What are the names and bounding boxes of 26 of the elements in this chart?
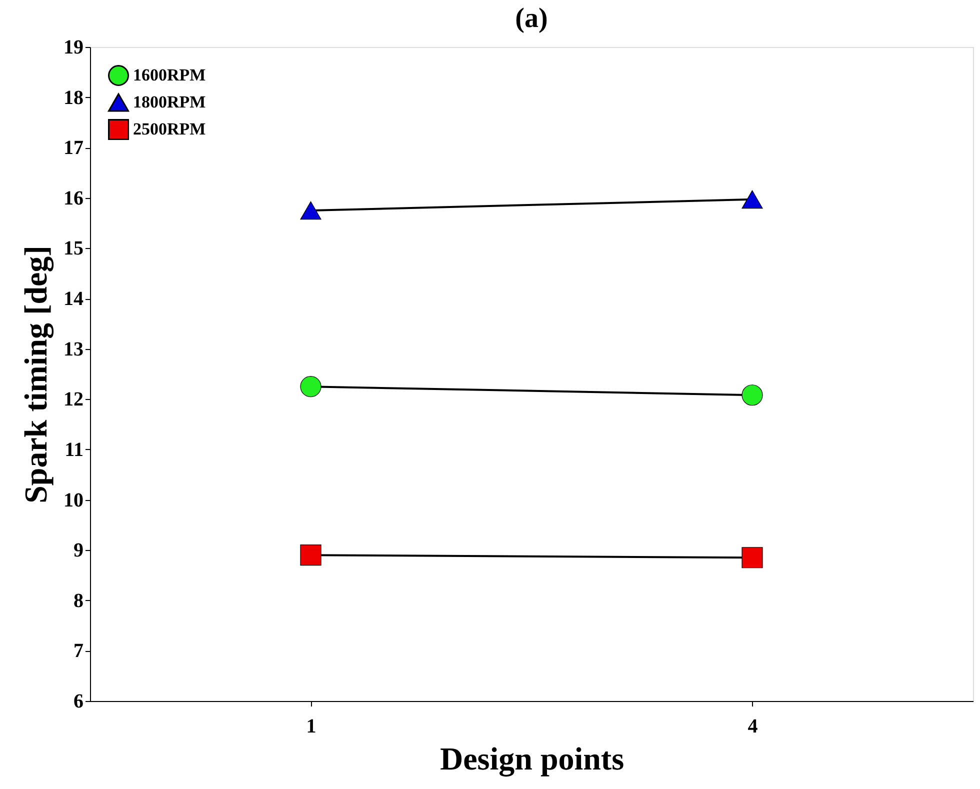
legend-label: 1800RPM: [133, 92, 206, 112]
y-tick-label: 13: [64, 338, 84, 360]
point: [742, 547, 763, 568]
x-tick-label: 4: [748, 716, 758, 738]
y-tick-label: 7: [74, 640, 84, 662]
y-tick-label: 10: [64, 489, 84, 512]
point: [300, 376, 322, 398]
y-tick-label: 19: [64, 36, 84, 58]
y-tick-label: 14: [64, 288, 84, 310]
y-tick-label: 18: [64, 86, 84, 109]
y-tick-label: 8: [74, 590, 84, 612]
y-tick-label: 15: [64, 238, 84, 260]
y-tick-label: 16: [64, 187, 84, 210]
chart-title: (a): [515, 3, 548, 34]
point: [742, 384, 763, 406]
x-tick-label: 1: [306, 716, 316, 738]
legend-label: 1600RPM: [133, 66, 206, 84]
y-axis-title: Spark timing [deg]: [18, 246, 54, 504]
x-axis-title: Design points: [440, 740, 624, 778]
y-tick-label: 17: [64, 137, 84, 160]
y-tick-label: 11: [64, 438, 84, 461]
point: [300, 544, 322, 566]
legend-label: 2500RPM: [133, 120, 206, 138]
y-tick-label: 6: [74, 690, 84, 712]
y-tick-label: 9: [74, 540, 84, 562]
y-tick-label: 12: [64, 388, 84, 411]
